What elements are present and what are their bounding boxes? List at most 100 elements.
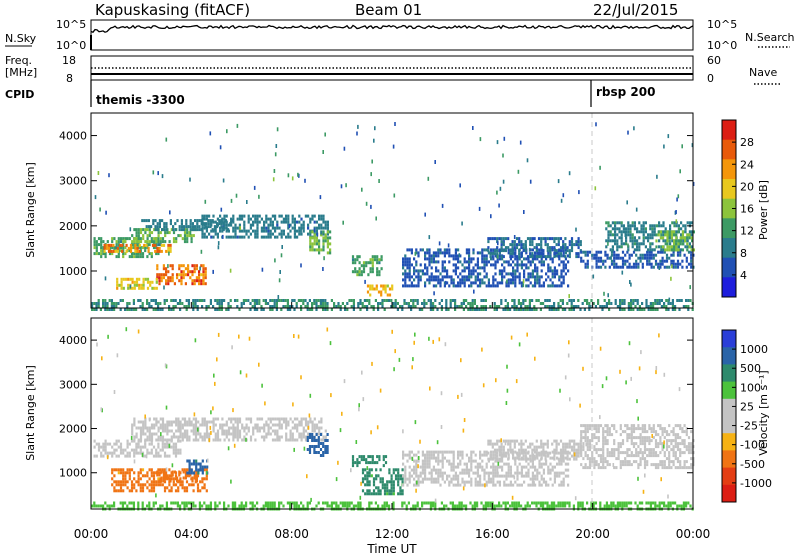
scatter-cell	[117, 445, 120, 449]
scatter-cell	[666, 248, 669, 252]
scatter-cell	[198, 276, 201, 280]
scatter-cell	[641, 265, 644, 269]
scatter-cell	[423, 305, 426, 308]
scatter-cell	[318, 248, 321, 252]
scatter-cell	[656, 302, 659, 305]
scatter-cell	[260, 217, 263, 221]
scatter-cell	[179, 234, 182, 238]
scatter-cell	[520, 439, 523, 443]
scatter-cell	[683, 253, 686, 257]
scatter-cell	[542, 468, 545, 472]
scatter-cell	[220, 302, 223, 305]
scatter-cell	[465, 278, 468, 282]
scatter-cell	[176, 273, 179, 277]
scatter-cell	[345, 183, 347, 188]
scatter-cell	[115, 255, 118, 259]
scatter-cell	[463, 269, 466, 273]
scatter-cell	[361, 480, 365, 484]
scatter-cell	[412, 305, 415, 308]
scatter-cell	[428, 450, 431, 454]
scatter-cell	[484, 299, 487, 302]
scatter-cell	[278, 426, 281, 430]
scatter-cell	[197, 468, 200, 472]
scatter-cell	[127, 246, 130, 250]
scatter-cell	[225, 235, 228, 239]
scatter-cell	[439, 284, 442, 288]
scatter-cell	[122, 286, 125, 290]
scatter-cell	[166, 429, 169, 433]
scatter-cell	[616, 242, 619, 246]
scatter-cell	[168, 420, 171, 424]
scatter-cell	[468, 459, 471, 463]
scatter-cell	[498, 459, 501, 463]
scatter-cell	[216, 429, 220, 433]
scatter-cell	[274, 152, 277, 157]
scatter-cell	[370, 474, 373, 478]
scatter-cell	[643, 457, 647, 461]
scatter-cell	[280, 417, 283, 421]
scatter-cell	[681, 233, 684, 237]
scatter-cell	[225, 229, 228, 233]
scatter-cell	[597, 439, 600, 443]
scatter-cell	[489, 252, 492, 256]
scatter-cell	[194, 426, 198, 430]
nsky-rtick-top: 10^5	[707, 18, 737, 31]
scatter-cell	[686, 245, 689, 249]
scatter-cell	[130, 468, 134, 472]
scatter-cell	[638, 242, 641, 246]
scatter-cell	[309, 220, 312, 224]
scatter-cell	[593, 457, 596, 461]
scatter-cell	[227, 235, 230, 239]
scatter-cell	[643, 448, 647, 452]
scatter-cell	[671, 302, 674, 305]
scatter-cell	[245, 229, 248, 233]
scatter-cell	[192, 471, 196, 475]
scatter-cell	[457, 266, 460, 270]
scatter-cell	[377, 489, 380, 493]
scatter-cell	[668, 230, 671, 234]
scatter-cell	[428, 251, 431, 255]
scatter-cell	[190, 240, 193, 244]
scatter-cell	[200, 273, 203, 277]
scatter-cell	[518, 442, 521, 446]
scatter-cell	[604, 259, 607, 263]
scatter-cell	[134, 243, 137, 247]
scatter-cell	[354, 258, 357, 262]
scatter-cell	[146, 435, 149, 439]
scatter-cell	[621, 299, 624, 302]
scatter-cell	[674, 442, 677, 446]
scatter-cell	[267, 423, 270, 427]
scatter-cell	[184, 476, 187, 480]
scatter-cell	[481, 459, 484, 463]
scatter-cell	[404, 275, 407, 279]
scatter-cell	[128, 249, 131, 253]
scatter-cell	[468, 254, 471, 258]
scatter-cell	[653, 248, 656, 252]
scatter-cell	[489, 442, 492, 446]
scatter-cell	[252, 214, 255, 218]
scatter-cell	[461, 468, 464, 472]
scatter-cell	[322, 242, 325, 246]
scatter-cell	[159, 483, 162, 487]
scatter-cell	[540, 263, 543, 267]
scatter-cell	[501, 257, 504, 261]
scatter-cell	[624, 262, 627, 266]
scatter-cell	[547, 269, 550, 273]
scatter-cell	[560, 480, 563, 484]
scatter-cell	[195, 468, 198, 472]
scatter-cell	[146, 308, 149, 311]
scatter-cell	[103, 249, 106, 253]
scatter-cell	[297, 299, 300, 302]
scatter-cell	[526, 457, 530, 461]
scatter-cell	[518, 257, 521, 261]
scatter-cell	[629, 280, 631, 284]
scatter-cell	[454, 266, 457, 270]
scatter-cell	[613, 250, 616, 254]
scatter-cell	[638, 305, 641, 308]
scatter-cell	[309, 230, 312, 234]
scatter-cell	[311, 423, 314, 427]
scatter-cell	[183, 225, 186, 229]
scatter-cell	[679, 253, 682, 257]
scatter-cell	[134, 246, 137, 250]
scatter-cell	[454, 272, 457, 276]
